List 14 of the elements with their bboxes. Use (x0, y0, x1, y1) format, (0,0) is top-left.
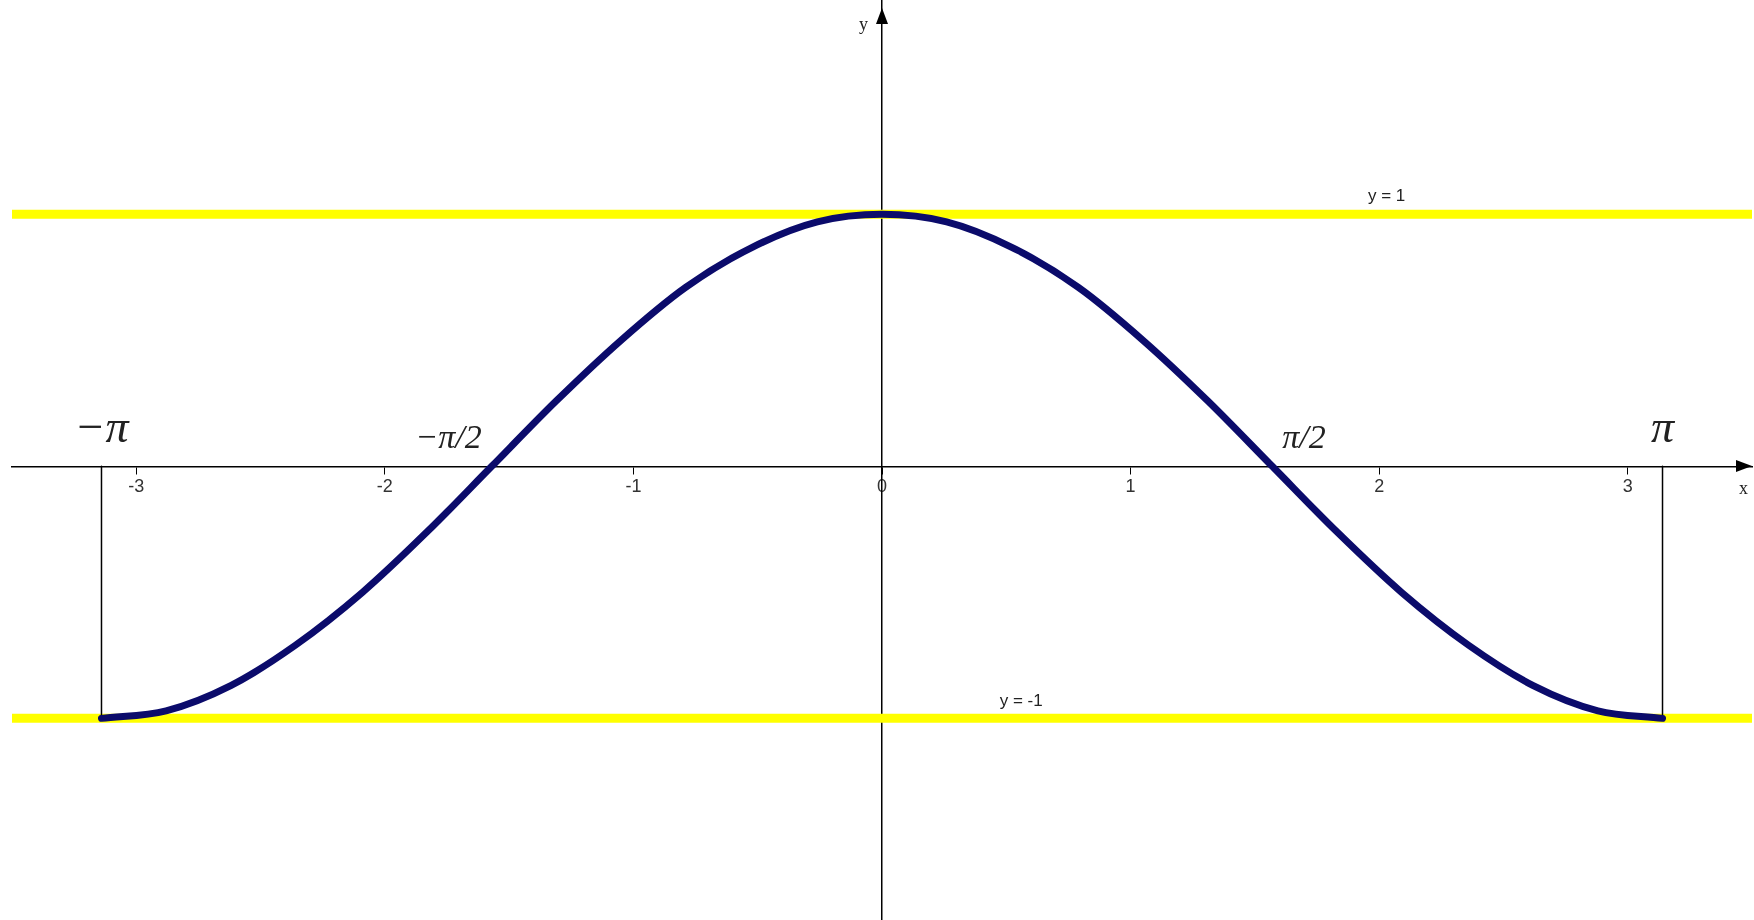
y-axis-title: y (859, 13, 868, 34)
x-tick-label: -1 (625, 476, 642, 497)
ref-line-label: y = 1 (1367, 186, 1406, 206)
annotation: π/2 (1282, 418, 1326, 456)
x-tick-label: -2 (376, 476, 393, 497)
annotation: −π (74, 401, 131, 453)
annotation: π (1650, 401, 1676, 453)
annotation: −π/2 (415, 418, 482, 456)
x-tick-label: 3 (1622, 476, 1633, 497)
x-tick-label: 1 (1125, 476, 1136, 497)
ref-line-label: y = -1 (999, 690, 1043, 710)
x-tick-label: 2 (1374, 476, 1385, 497)
x-tick-label: -3 (128, 476, 145, 497)
x-axis-title: x (1739, 478, 1748, 499)
